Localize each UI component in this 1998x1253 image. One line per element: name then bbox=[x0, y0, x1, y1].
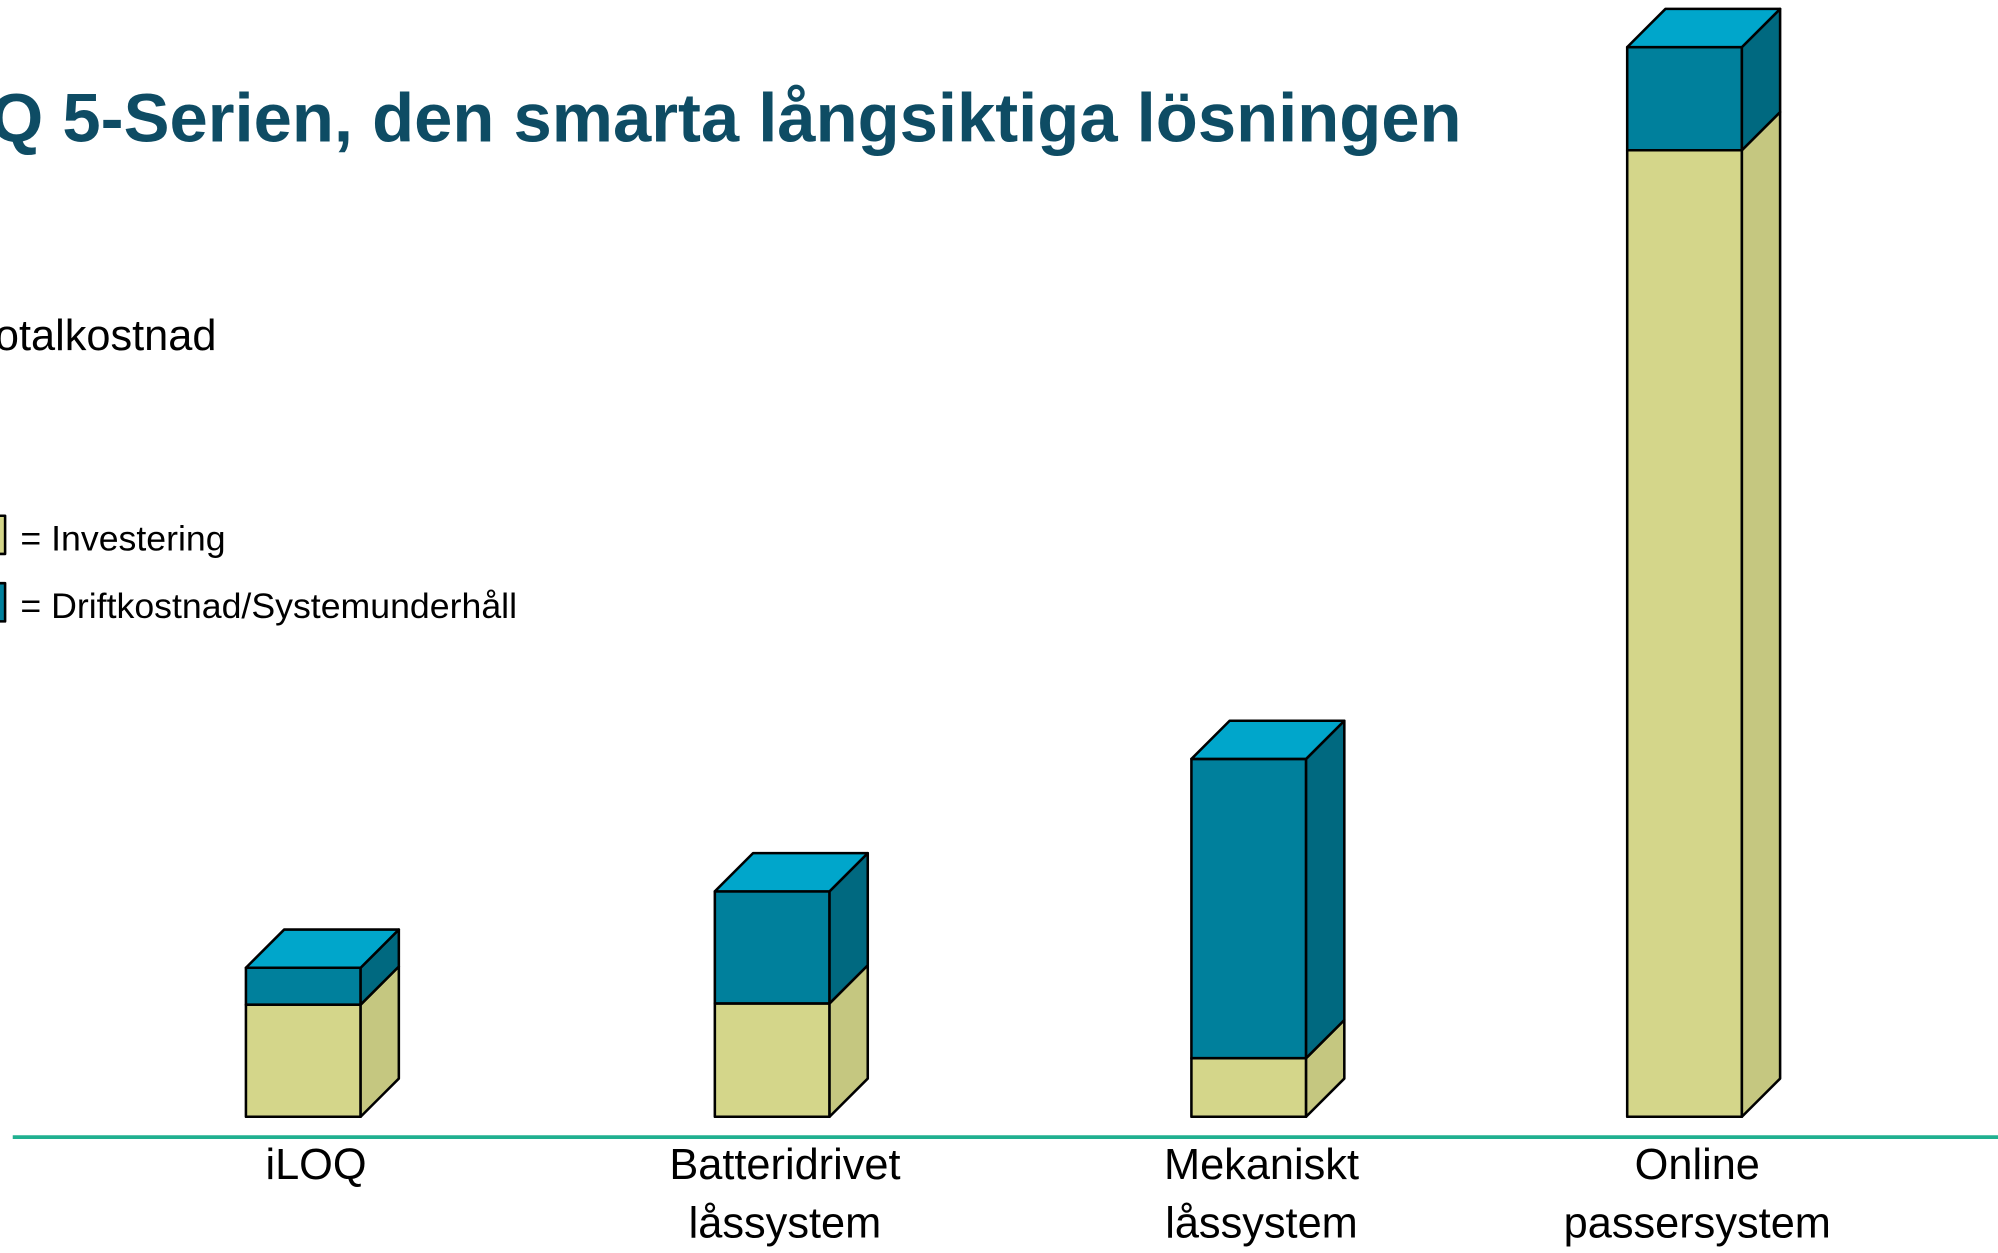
bar-segment bbox=[1190, 719, 1346, 1060]
x-tick-label: iLOQ bbox=[265, 1140, 367, 1190]
x-tick-label: Online passersystem bbox=[1563, 1140, 1831, 1248]
bar-front bbox=[713, 890, 831, 1005]
x-label-box: iLOQ bbox=[265, 1140, 367, 1190]
bar-front bbox=[1190, 1056, 1308, 1119]
bar-front bbox=[244, 1003, 362, 1119]
bar-segment bbox=[1625, 110, 1782, 1119]
bar-front bbox=[244, 966, 362, 1006]
x-label-box: Online passersystem bbox=[1563, 1140, 1831, 1248]
legend-label: = Driftkostnad/Systemunderhåll bbox=[20, 586, 517, 626]
bar-segment bbox=[244, 965, 401, 1119]
bar-segment bbox=[1190, 1018, 1346, 1119]
x-label-box: Batteridrivet låssystem bbox=[669, 1140, 901, 1248]
legend-swatch bbox=[0, 581, 7, 623]
bar-segment bbox=[713, 963, 870, 1119]
bar-top bbox=[713, 851, 870, 893]
bar-segment bbox=[1625, 7, 1782, 152]
bar-top bbox=[244, 928, 401, 970]
legend-label: = Investering bbox=[20, 519, 225, 559]
bar-top bbox=[1625, 7, 1782, 49]
x-tick-label: Mekaniskt låssystem bbox=[1163, 1140, 1360, 1248]
bar-top bbox=[1190, 719, 1346, 761]
bar-front bbox=[1625, 148, 1744, 1119]
bar-front bbox=[1625, 45, 1744, 152]
bar-side bbox=[1740, 110, 1782, 1119]
x-label-box: Mekaniskt låssystem bbox=[1163, 1140, 1360, 1248]
bar-front bbox=[713, 1002, 831, 1119]
x-tick-label: Batteridrivet låssystem bbox=[669, 1140, 901, 1248]
legend-swatch bbox=[0, 514, 7, 556]
chart-title: Q 5-Serien, den smarta långsiktiga lösni… bbox=[0, 80, 1462, 157]
bar-front bbox=[1190, 757, 1308, 1060]
bar-segment bbox=[244, 928, 401, 1006]
bar-side bbox=[1304, 719, 1346, 1060]
bar-segment bbox=[713, 851, 870, 1005]
subtitle: otalkostnad bbox=[0, 312, 216, 360]
